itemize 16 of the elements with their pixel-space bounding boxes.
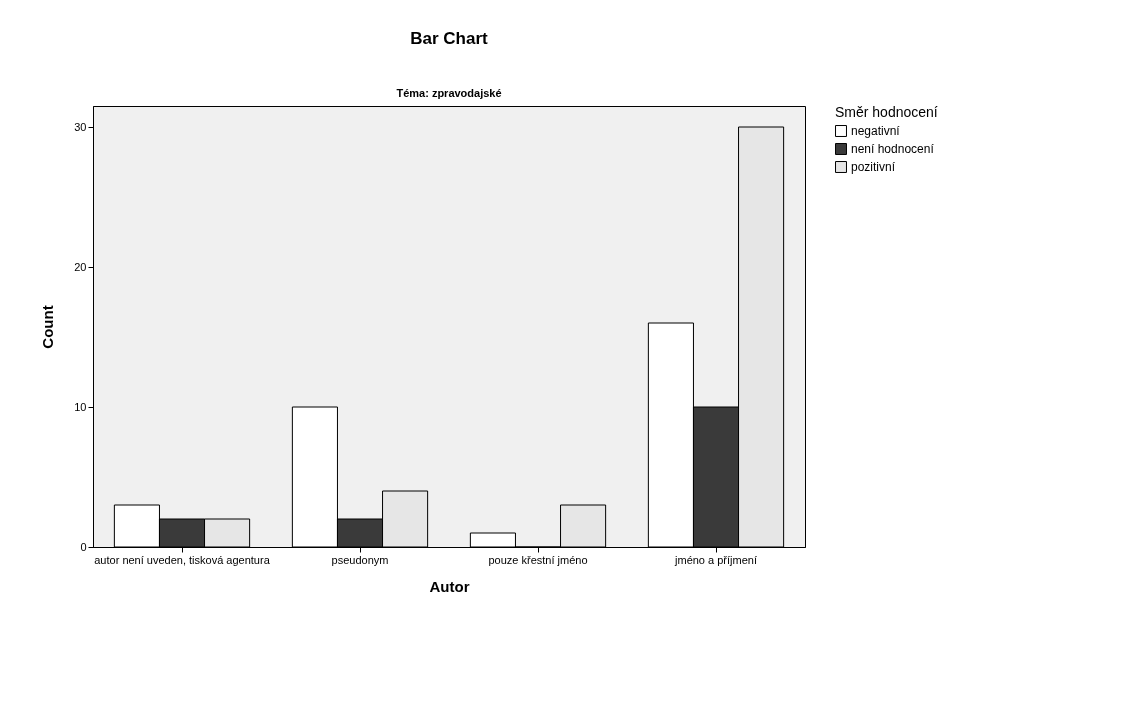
y-tick-label: 0 [80, 540, 87, 553]
y-tick-label: 10 [74, 400, 87, 413]
x-tick-label: jméno a příjmení [674, 553, 757, 566]
legend-label: negativní [851, 124, 901, 138]
chart-title: Bar Chart [410, 29, 489, 48]
y-tick-label: 30 [74, 120, 87, 133]
x-tick-label: pseudonym [331, 553, 389, 566]
y-axis-title: Count [39, 305, 57, 349]
y-tick-label: 20 [74, 260, 87, 273]
legend-label: není hodnocení [851, 142, 935, 156]
chart-subtitle: Téma: zpravodajské [396, 87, 502, 99]
legend-label: pozitivní [851, 160, 896, 174]
x-axis-title: Autor [429, 577, 470, 595]
x-tick-label: pouze křestní jméno [488, 553, 588, 566]
legend-title: Směr hodnocení [835, 104, 938, 120]
x-tick-label: autor není uveden, tisková agentura [94, 553, 271, 566]
